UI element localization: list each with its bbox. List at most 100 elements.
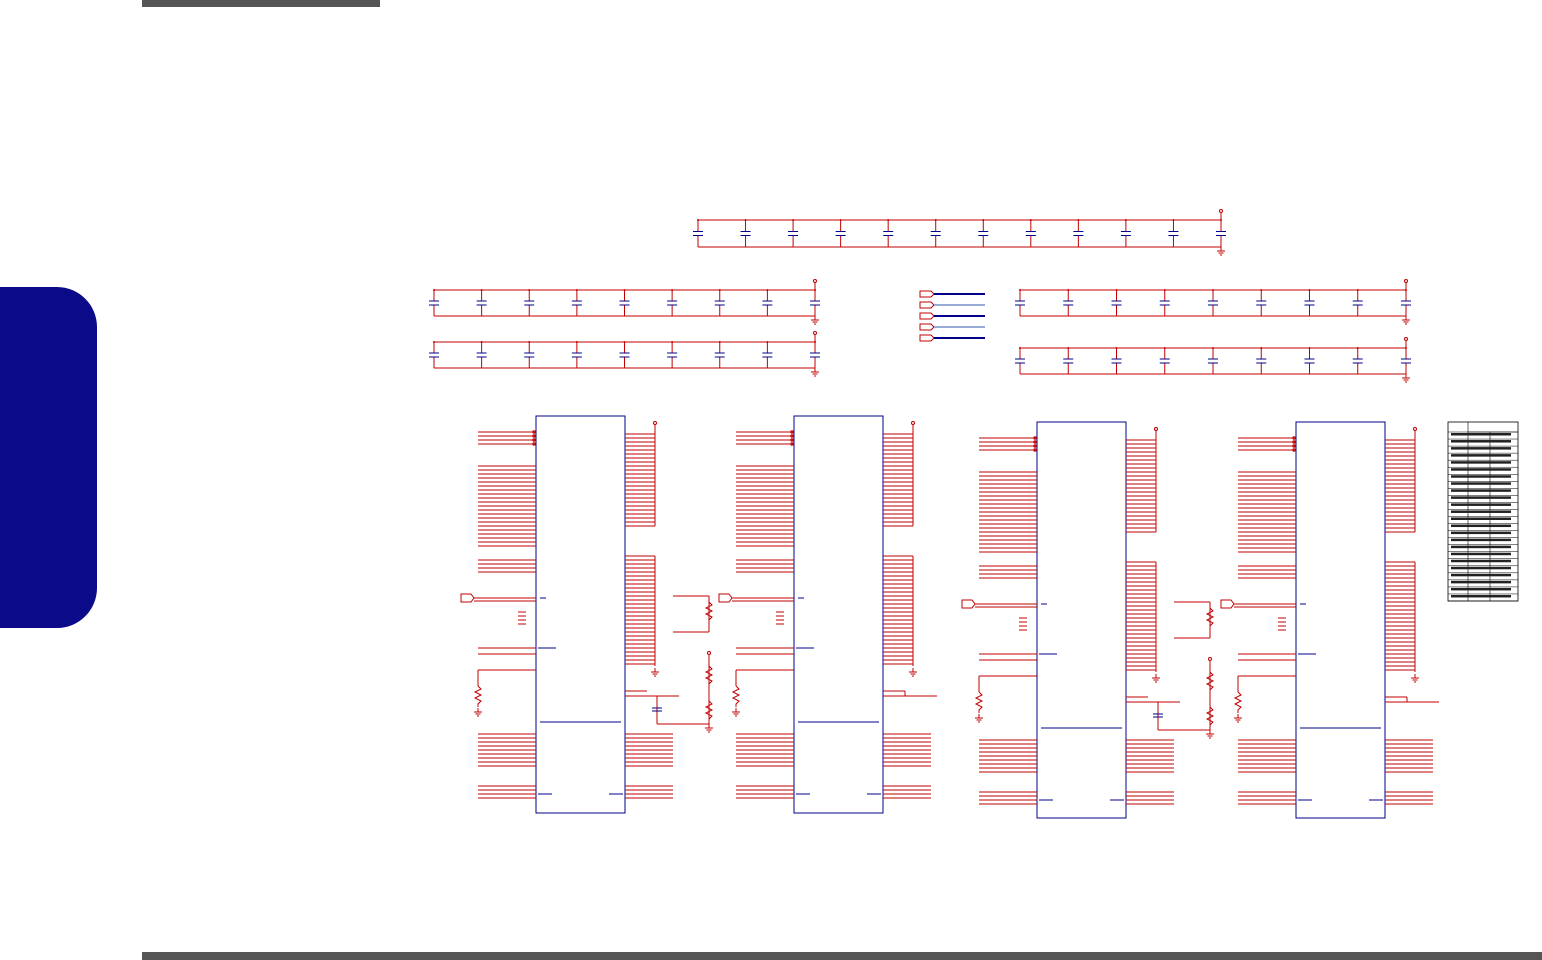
table-cell — [1451, 510, 1511, 513]
table-cell — [1451, 440, 1511, 443]
power-pin — [1219, 209, 1223, 213]
schematic — [429, 209, 1519, 819]
pin — [790, 442, 794, 446]
power-pin — [707, 651, 711, 655]
power-pin — [1154, 427, 1158, 431]
table-cell — [1451, 531, 1511, 535]
table-cell — [1451, 538, 1511, 542]
junction — [575, 289, 578, 291]
junction — [1067, 347, 1070, 349]
resistor — [704, 665, 714, 720]
junction — [887, 219, 890, 221]
power-pin — [813, 279, 817, 283]
junction — [1115, 289, 1118, 291]
resistor — [731, 685, 741, 707]
port — [919, 301, 935, 309]
pin — [790, 438, 794, 442]
junction — [744, 219, 747, 221]
port — [1220, 599, 1235, 609]
junction — [766, 341, 769, 343]
junction — [1115, 347, 1118, 349]
junction — [671, 341, 674, 343]
junction — [982, 219, 985, 221]
pin — [790, 434, 794, 438]
port — [460, 593, 475, 603]
table-cell — [1451, 594, 1511, 598]
junction — [1356, 289, 1359, 291]
junction — [1019, 289, 1021, 291]
junction — [1356, 347, 1359, 349]
port — [961, 599, 976, 609]
junction — [1308, 289, 1311, 291]
table-cell — [1451, 503, 1511, 506]
table-cell — [1451, 489, 1511, 492]
junction — [575, 341, 578, 343]
junction — [1172, 219, 1175, 221]
table-cell — [1451, 454, 1511, 457]
junction — [433, 341, 435, 343]
junction — [1163, 289, 1166, 291]
junction — [528, 289, 531, 291]
table-cell — [1451, 559, 1511, 563]
table-cell — [1451, 552, 1511, 556]
junction — [697, 219, 699, 221]
table-cell — [1451, 482, 1511, 485]
junction — [1260, 289, 1263, 291]
table-cell — [1451, 468, 1511, 471]
chip — [793, 415, 884, 814]
table-cell — [1451, 587, 1511, 591]
chip — [1295, 421, 1386, 819]
chip — [535, 415, 626, 814]
junction — [1212, 347, 1214, 349]
resistor — [1205, 671, 1215, 726]
pin — [1033, 436, 1037, 440]
port — [919, 334, 935, 342]
junction — [480, 341, 483, 343]
junction — [1212, 289, 1214, 291]
port — [718, 593, 733, 603]
junction — [433, 289, 435, 291]
footer-bar — [142, 952, 1542, 960]
power-pin — [1208, 657, 1212, 661]
pin — [532, 434, 536, 438]
table-cell — [1451, 433, 1511, 436]
junction — [623, 341, 626, 343]
resistor — [974, 691, 984, 713]
power-pin — [1404, 337, 1408, 341]
junction — [1019, 347, 1021, 349]
junction — [718, 341, 721, 343]
resistor — [473, 685, 483, 707]
pin — [532, 438, 536, 442]
pin — [1292, 448, 1296, 452]
pin — [1292, 440, 1296, 444]
table-cell — [1451, 496, 1511, 499]
resistor — [704, 601, 714, 621]
junction — [671, 289, 674, 291]
table-cell — [1451, 447, 1511, 450]
table-cell — [1451, 524, 1511, 528]
junction — [718, 289, 721, 291]
power-pin — [653, 421, 657, 425]
pin — [1292, 444, 1296, 448]
table-cell — [1451, 566, 1511, 570]
table-cell — [1451, 461, 1511, 464]
table-cell — [1451, 475, 1511, 478]
table-cell — [1451, 573, 1511, 577]
pin — [1292, 436, 1296, 440]
junction — [934, 219, 937, 221]
table-cell — [1451, 580, 1511, 584]
junction — [839, 219, 842, 221]
port — [919, 323, 935, 331]
junction — [1067, 289, 1070, 291]
power-pin — [1404, 279, 1408, 283]
pin — [1033, 440, 1037, 444]
junction — [1260, 347, 1263, 349]
junction — [1077, 219, 1080, 221]
junction — [1163, 347, 1166, 349]
port — [919, 312, 935, 320]
pin — [790, 430, 794, 434]
junction — [623, 289, 626, 291]
junction — [1124, 219, 1127, 221]
power-pin — [1413, 427, 1417, 431]
